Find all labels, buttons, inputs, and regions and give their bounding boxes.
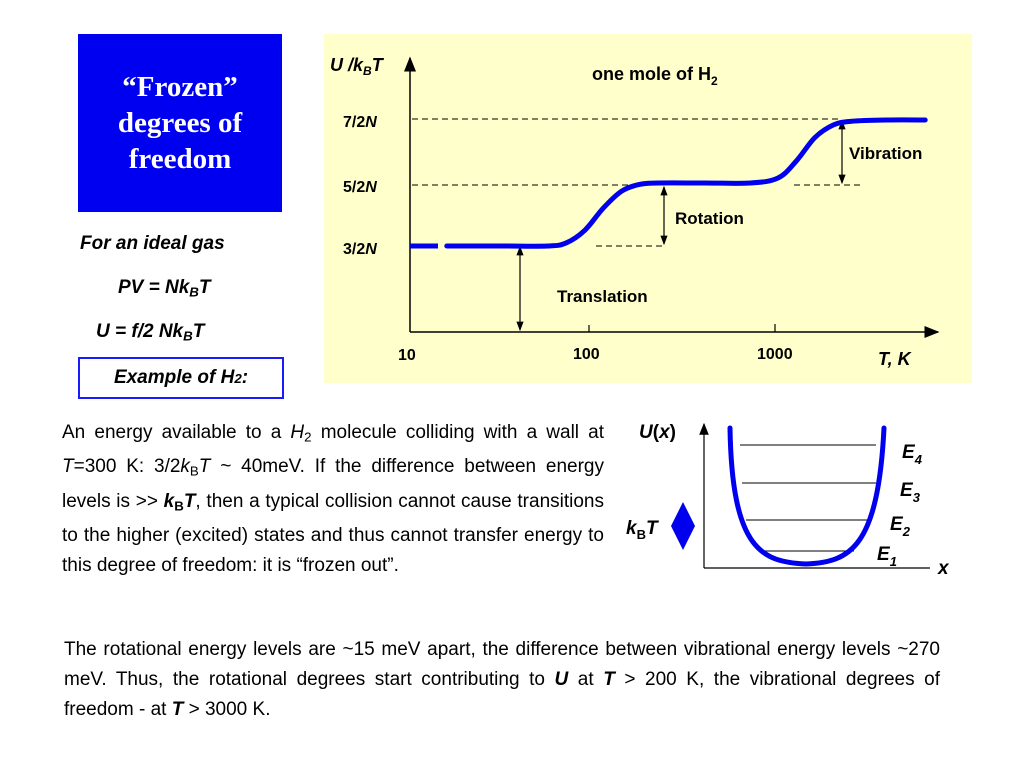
- example-sub: 2: [234, 370, 242, 386]
- energy-curve: [444, 117, 928, 249]
- u-eq-t: T: [192, 321, 205, 342]
- pv-equation: PV = NkBT: [118, 277, 211, 299]
- pv-eq-t: T: [198, 277, 211, 298]
- example-colon: :: [241, 367, 249, 388]
- translation-label: Translation: [557, 287, 648, 306]
- slide-title: “Frozen” degrees of freedom: [78, 34, 282, 212]
- paragraph-rotational-vibrational: The rotational energy levels are ~15 meV…: [64, 639, 940, 720]
- example-text: Example of H: [113, 367, 235, 388]
- level-label-e3: E3: [900, 480, 921, 505]
- x-tick-label-10: 10: [398, 347, 416, 364]
- level-label-e4: E4: [902, 442, 923, 467]
- title-line-3: freedom: [128, 143, 232, 175]
- ideal-gas-heading: For an ideal gas: [80, 233, 225, 254]
- u-eq-sub: B: [183, 328, 193, 344]
- u-eq-main: U = f/2 Nk: [96, 321, 184, 342]
- paragraph-energy-available: An energy available to a H2 molecule col…: [62, 422, 605, 576]
- y-axis-label: U /kBT: [330, 55, 385, 78]
- title-line-1: “Frozen”: [122, 71, 238, 103]
- pv-eq-sub: B: [189, 284, 199, 300]
- potential-y-label: U(x): [639, 422, 676, 443]
- x-tick-label-1000: 1000: [757, 346, 793, 363]
- level-label-e1: E1: [877, 544, 897, 569]
- y-tick-label-3-2: 3/2N: [343, 241, 377, 258]
- potential-well-diagram: U(x) x kBT E4 E3 E2 E1: [626, 422, 950, 579]
- pv-eq-main: PV = Nk: [118, 277, 190, 298]
- chart-panel: U /kBT one mole of H2 T, K 7/2N 5/2N 3/2…: [324, 34, 972, 383]
- u-equation: U = f/2 NkBT: [96, 321, 204, 343]
- y-tick-label-7-2: 7/2N: [343, 114, 377, 131]
- heat-capacity-chart: U /kBT one mole of H2 T, K 7/2N 5/2N 3/2…: [330, 55, 940, 369]
- potential-well-curve: [727, 425, 887, 567]
- vibration-label: Vibration: [849, 144, 922, 163]
- potential-x-label: x: [937, 558, 950, 579]
- level-label-e2: E2: [890, 514, 911, 539]
- x-tick-label-100: 100: [573, 346, 600, 363]
- y-tick-label-5-2: 5/2N: [343, 179, 377, 196]
- chart-title: one mole of H2: [592, 64, 718, 88]
- x-axis-label: T, K: [878, 349, 913, 369]
- kbt-label: kBT: [626, 518, 659, 542]
- title-line-2: degrees of: [117, 107, 243, 139]
- rotation-label: Rotation: [675, 209, 744, 228]
